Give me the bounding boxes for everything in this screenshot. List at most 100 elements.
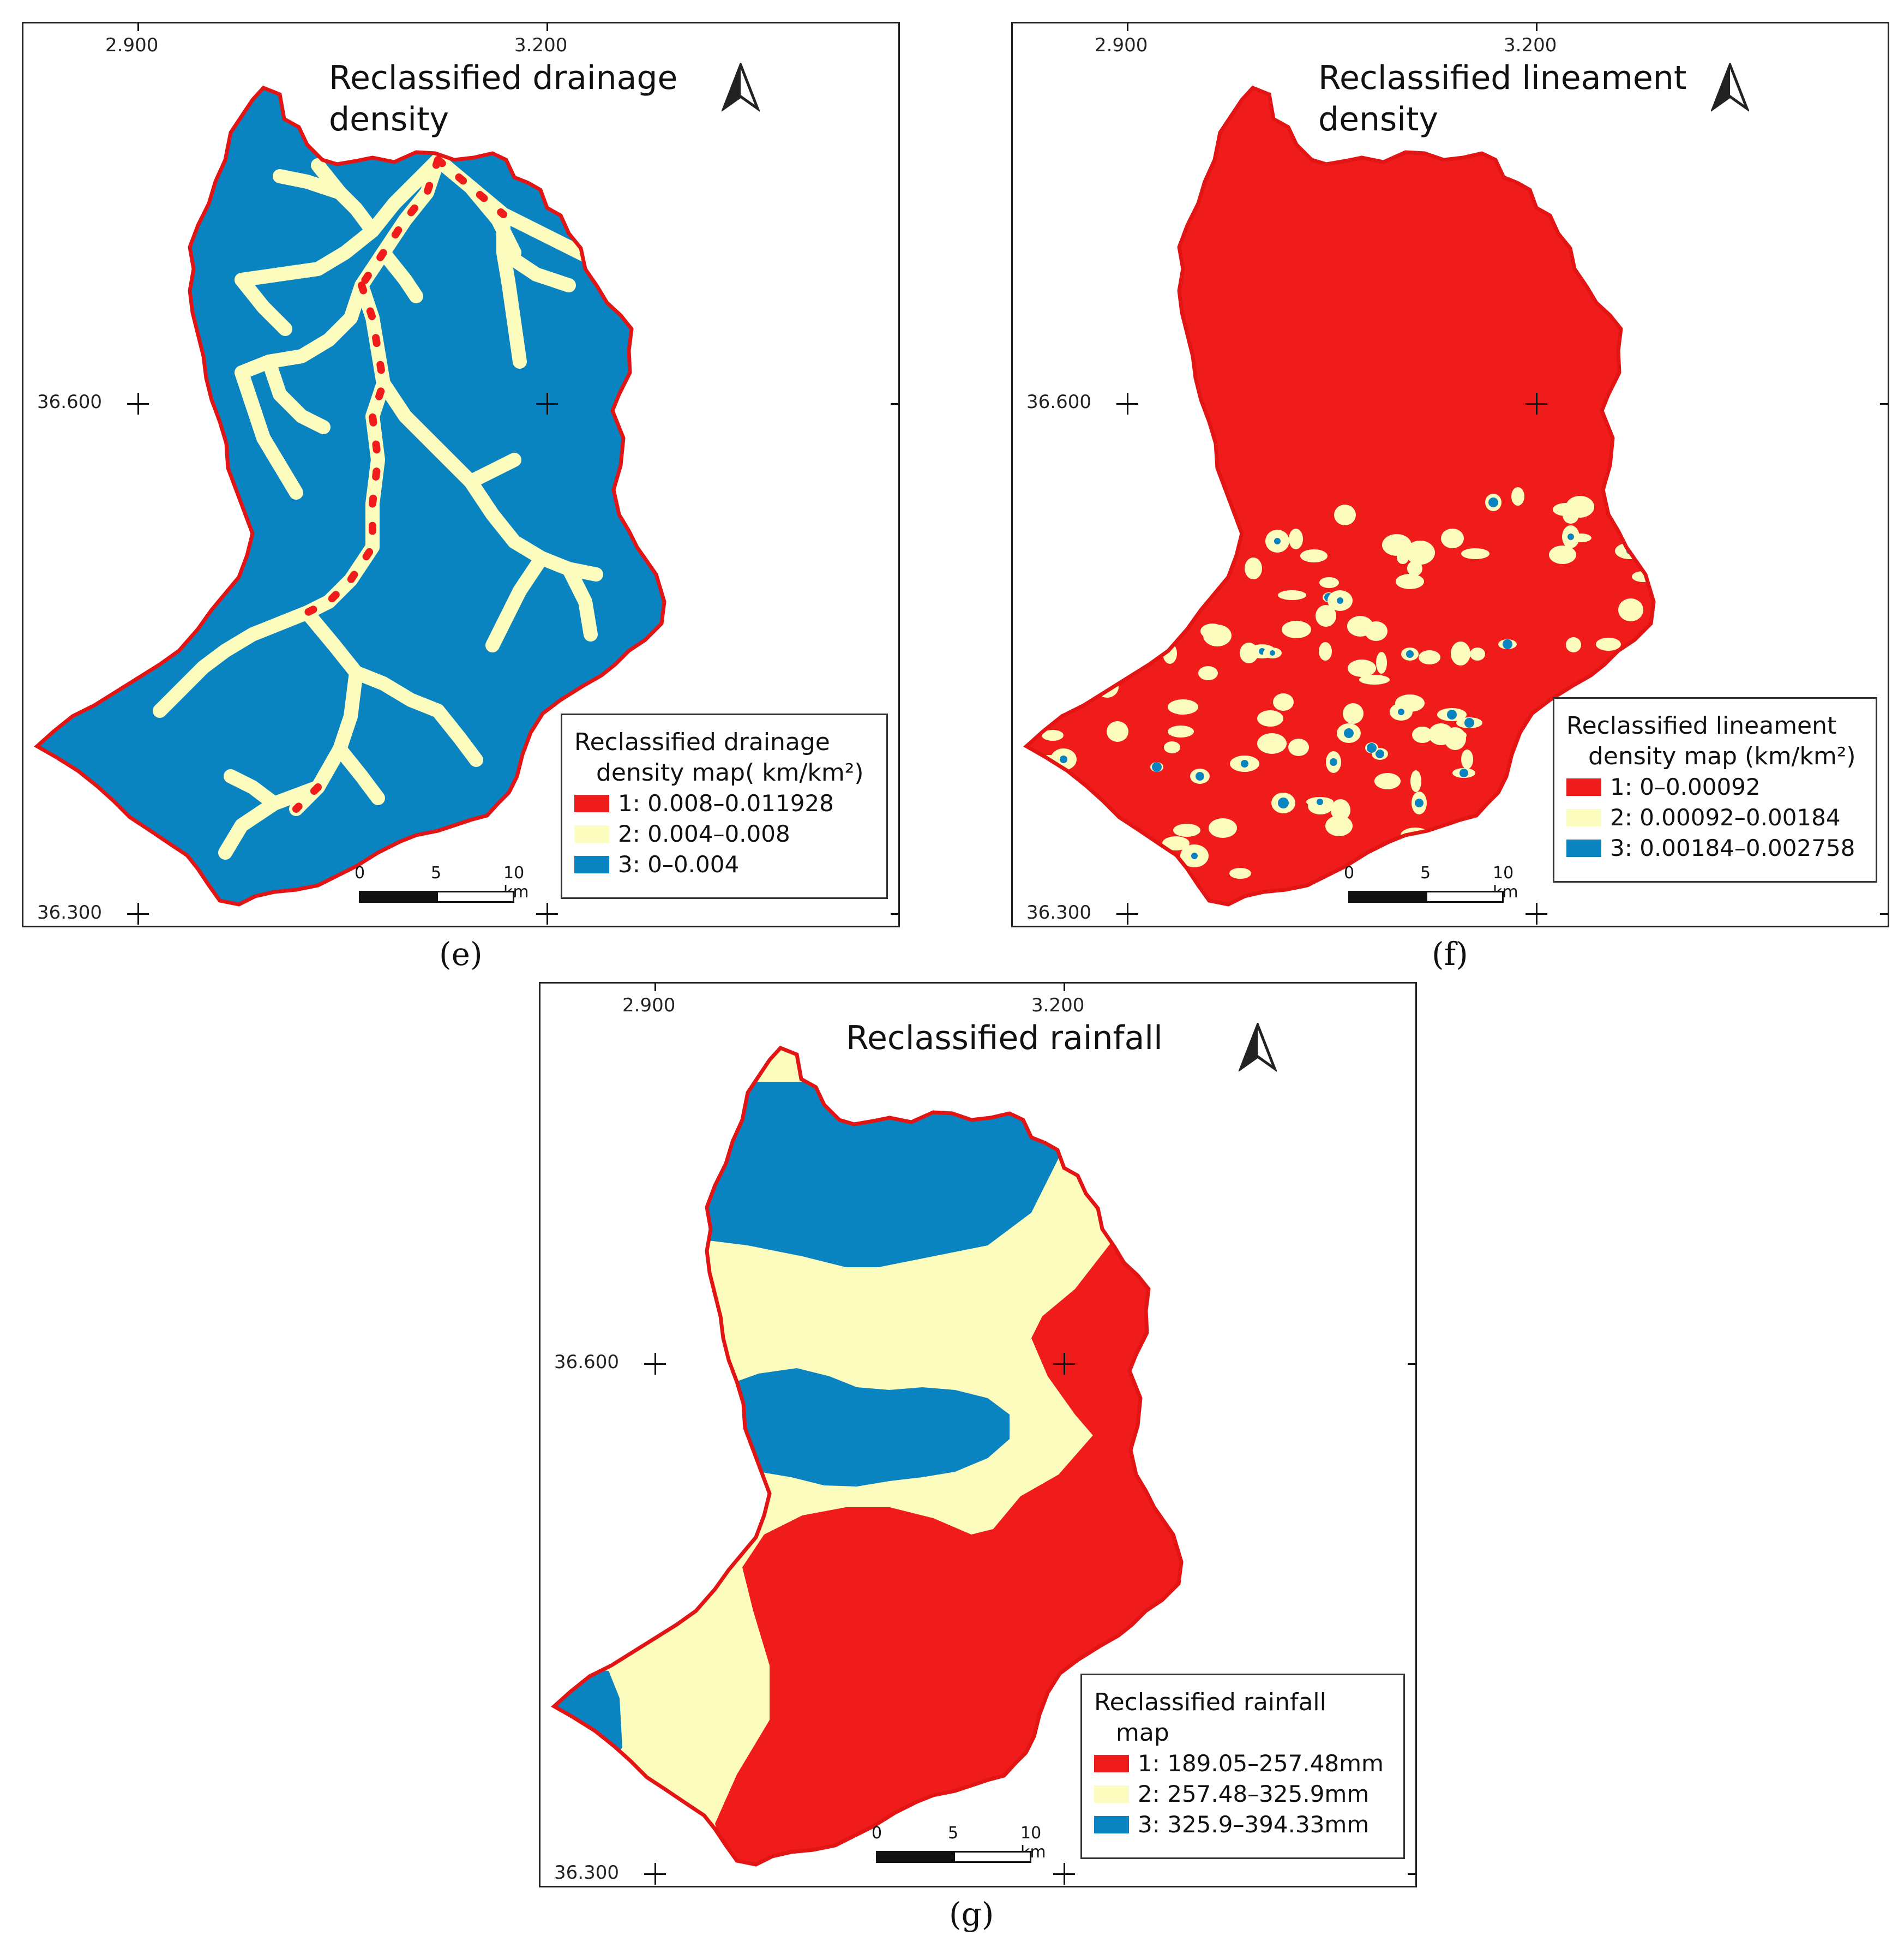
- lineament-patch-core: [1278, 798, 1289, 808]
- lineament-patch-core: [1191, 853, 1198, 859]
- lineament-patch: [1245, 558, 1262, 579]
- legend-item: 2: 257.48–325.9mm: [1094, 1779, 1392, 1809]
- frame-tick: [546, 23, 548, 31]
- lineament-patch: [1240, 643, 1258, 663]
- lineament-patch-core: [1398, 709, 1404, 715]
- basin-map-e: [23, 23, 902, 929]
- north-arrow-icon: [1711, 63, 1749, 112]
- lineament-patch: [1040, 635, 1070, 646]
- north-arrow-icon: [1239, 1023, 1277, 1072]
- frame-tick: [137, 23, 139, 31]
- lineament-patch-core: [1567, 534, 1574, 540]
- basin-map-f: [1013, 23, 1891, 929]
- lineament-patch-core: [1459, 769, 1468, 777]
- map-panel-e: Reclassified drainage density 2.900 3.20…: [22, 22, 900, 927]
- legend-item: 1: 0–0.00092: [1566, 772, 1865, 802]
- frame-tick: [1127, 23, 1128, 31]
- lineament-patch: [1365, 621, 1388, 641]
- lineament-patch-core: [1400, 849, 1409, 858]
- graticule-cross: [644, 1353, 666, 1375]
- lineament-patch: [1549, 546, 1576, 564]
- lineament-patch: [1511, 487, 1524, 506]
- map-panel-g: Reclassified rainfall 2.900 3.200 36.600…: [539, 982, 1417, 1887]
- lineament-patch-core: [1152, 762, 1162, 772]
- legend-swatch: [1094, 1785, 1129, 1803]
- graticule-cross: [127, 393, 149, 415]
- legend-swatch: [1094, 1755, 1129, 1772]
- map-legend: Reclassified lineament density map (km/k…: [1553, 697, 1877, 883]
- map-legend: Reclassified drainage density map( km/km…: [561, 714, 888, 899]
- lineament-patch: [1498, 851, 1510, 863]
- scale-bar: 0 5 10 km: [872, 1824, 1046, 1863]
- lineament-patch: [1343, 703, 1364, 724]
- lineament-patch-core: [1196, 772, 1204, 781]
- scale-bar: 0 5 10 km: [1344, 864, 1518, 903]
- lineament-patch: [1257, 733, 1287, 754]
- x-tick-label: 2.900: [622, 994, 676, 1016]
- lineament-patch: [1070, 597, 1092, 609]
- legend-swatch: [574, 795, 609, 812]
- legend-item: 1: 0.008–0.011928: [574, 788, 875, 819]
- lineament-patch: [1359, 675, 1390, 685]
- lineament-patch: [1278, 590, 1306, 600]
- lineament-patch: [1348, 660, 1376, 677]
- lineament-patch: [1288, 739, 1309, 756]
- lineament-patch: [1407, 561, 1422, 576]
- lineament-patch: [1085, 842, 1112, 860]
- lineament-patch: [1168, 699, 1198, 715]
- lineament-patch-core: [1317, 799, 1323, 805]
- legend-item: 3: 0–0.004: [574, 849, 875, 880]
- lineament-patch: [1168, 726, 1194, 738]
- lineament-patch: [1419, 650, 1440, 664]
- lineament-patch: [1221, 545, 1232, 560]
- graticule-cross: [536, 903, 558, 925]
- lineament-patch-core: [1274, 538, 1281, 544]
- lineament-patch: [1054, 803, 1079, 823]
- lineament-patch-core: [1041, 822, 1048, 830]
- lineament-patch-core: [1499, 852, 1510, 862]
- frame-tick: [1536, 23, 1537, 31]
- lineament-patch: [1046, 827, 1059, 839]
- lineament-patch: [1334, 505, 1356, 525]
- graticule-cross: [1053, 1353, 1075, 1375]
- lineament-patch: [1418, 833, 1429, 856]
- lineament-patch: [1319, 642, 1332, 661]
- legend-item: 3: 325.9–394.33mm: [1094, 1809, 1392, 1840]
- lineament-patch: [1566, 637, 1581, 652]
- lineament-patch: [1406, 541, 1435, 565]
- x-tick-label: 3.200: [1504, 34, 1557, 56]
- lineament-patch: [1461, 548, 1489, 559]
- lineament-patch: [1173, 824, 1200, 837]
- frame-tick: [891, 913, 898, 915]
- y-tick-label: 36.300: [1026, 902, 1091, 924]
- graticule-cross: [1116, 393, 1138, 415]
- drainage-streams: [153, 153, 609, 860]
- lineament-patch: [1441, 529, 1464, 548]
- lineament-patch: [1282, 621, 1311, 638]
- lineament-patch: [1319, 577, 1339, 588]
- lineament-patch-core: [1503, 639, 1512, 649]
- basin-map-g: [540, 984, 1419, 1889]
- lineament-patch-core: [1241, 760, 1248, 768]
- lineament-patch: [1465, 833, 1492, 845]
- map-title: Reclassified rainfall: [846, 1019, 1163, 1057]
- lineament-patch-core: [1418, 839, 1429, 850]
- lineament-patch-core: [1330, 758, 1337, 766]
- legend-swatch: [1566, 840, 1601, 857]
- lineament-patch: [1026, 848, 1043, 860]
- graticule-cross: [127, 903, 149, 925]
- lineament-patch: [1473, 852, 1499, 864]
- lineament-patch-core: [1376, 750, 1384, 758]
- lineament-patch: [1099, 644, 1119, 656]
- graticule-cross: [1525, 393, 1547, 415]
- lineament-patch: [1164, 741, 1180, 753]
- x-tick-label: 2.900: [1095, 34, 1148, 56]
- lineament-patch: [1523, 832, 1552, 852]
- legend-swatch: [1566, 809, 1601, 826]
- lineament-patch: [1397, 848, 1412, 859]
- lineament-patch-core: [1337, 597, 1343, 604]
- lineament-patch: [1461, 750, 1473, 769]
- panel-caption: (g): [949, 1896, 994, 1933]
- lineament-patch: [1162, 836, 1190, 850]
- lineament-patch: [1376, 652, 1387, 674]
